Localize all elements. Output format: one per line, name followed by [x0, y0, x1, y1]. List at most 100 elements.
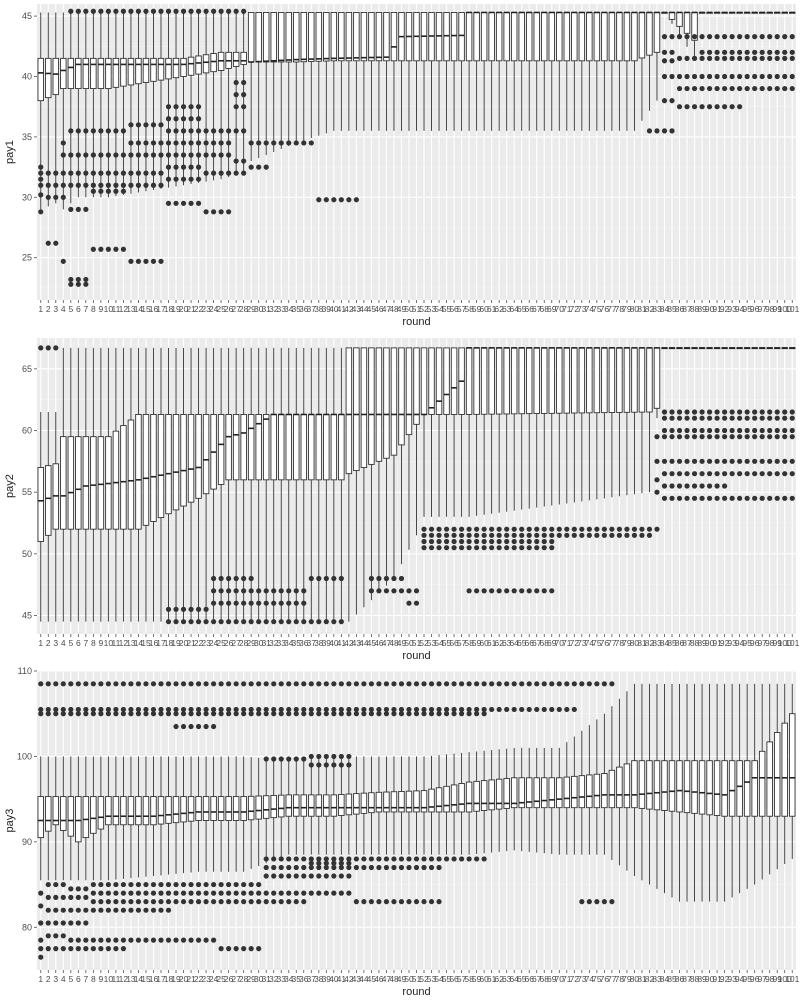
outlier-point — [406, 711, 412, 717]
outlier-point — [714, 34, 720, 40]
outlier-point — [684, 34, 690, 40]
outlier-point — [233, 706, 239, 713]
outlier-point — [391, 711, 397, 717]
outlier-point — [226, 575, 232, 582]
outlier-point — [782, 409, 788, 415]
outlier-point — [556, 681, 562, 687]
box-iqr — [285, 414, 292, 481]
outlier-point — [406, 856, 412, 862]
box-round-74 — [586, 11, 593, 131]
box-round-20 — [180, 681, 187, 943]
y-tick-label: 100 — [17, 751, 32, 761]
box-round-94 — [736, 11, 743, 110]
outlier-point — [331, 753, 337, 760]
y-tick-label: 45 — [22, 611, 32, 621]
outlier-point — [286, 756, 292, 762]
outlier-point — [353, 197, 359, 203]
box-iqr — [571, 347, 578, 414]
box-iqr — [390, 347, 398, 456]
box-round-20 — [180, 347, 187, 625]
outlier-point — [241, 706, 247, 713]
box-round-48 — [390, 347, 398, 594]
outlier-point — [188, 619, 194, 625]
x-tick-label: 87 — [682, 304, 692, 314]
box-round-69 — [548, 681, 555, 854]
outlier-point — [75, 937, 81, 943]
box-iqr — [150, 796, 157, 826]
outlier-point — [75, 706, 81, 713]
box-round-65 — [518, 11, 525, 131]
box-round-9 — [97, 681, 105, 952]
outlier-point — [691, 55, 698, 61]
outlier-point — [105, 711, 111, 717]
outlier-point — [684, 471, 690, 477]
box-round-11 — [112, 8, 120, 252]
box-round-18 — [165, 347, 172, 625]
x-tick-label: 18 — [164, 304, 174, 314]
outlier-point — [210, 890, 217, 896]
box-iqr — [112, 430, 120, 530]
x-tick-label: 25 — [216, 638, 226, 648]
outlier-point — [767, 409, 773, 415]
box-iqr — [383, 12, 390, 62]
x-tick-label: 22 — [194, 304, 204, 314]
outlier-point — [90, 890, 96, 896]
box-round-90 — [706, 683, 713, 902]
outlier-point — [706, 49, 713, 55]
outlier-point — [293, 856, 299, 862]
outlier-point — [316, 864, 322, 871]
box-iqr — [90, 57, 97, 90]
box-round-38 — [315, 681, 323, 896]
outlier-point — [428, 706, 435, 713]
box-round-11 — [112, 347, 120, 622]
box-iqr — [240, 51, 247, 65]
outlier-point — [195, 176, 202, 182]
outlier-point — [165, 937, 172, 943]
outlier-point — [368, 575, 375, 582]
outlier-point — [263, 856, 269, 862]
box-iqr — [157, 414, 165, 519]
x-tick-label: 89 — [697, 974, 707, 984]
box-iqr — [593, 347, 601, 414]
outlier-point — [609, 526, 615, 532]
x-tick-label: 59 — [472, 638, 482, 648]
outlier-point — [83, 920, 89, 926]
box-round-63 — [503, 11, 510, 131]
outlier-point — [669, 409, 675, 415]
outlier-point — [90, 907, 96, 913]
outlier-point — [346, 873, 352, 879]
box-iqr — [683, 12, 691, 34]
outlier-point — [165, 899, 172, 905]
box-iqr — [646, 347, 653, 413]
box-round-36 — [300, 347, 308, 625]
box-round-3 — [52, 681, 60, 952]
outlier-point — [135, 937, 142, 943]
outlier-point — [391, 706, 397, 713]
outlier-point — [714, 415, 720, 421]
outlier-point — [669, 128, 675, 134]
box-round-22 — [195, 8, 202, 206]
outlier-point — [451, 706, 457, 713]
outlier-point — [654, 128, 660, 134]
y-tick-label: 65 — [22, 364, 32, 374]
outlier-point — [293, 756, 299, 762]
box-round-19 — [172, 681, 180, 943]
outlier-point — [714, 427, 720, 434]
box-iqr — [616, 12, 623, 62]
x-tick-label: 27 — [231, 304, 241, 314]
outlier-point — [428, 545, 435, 551]
outlier-point — [398, 681, 405, 687]
outlier-point — [767, 55, 773, 61]
outlier-point — [143, 890, 149, 896]
outlier-point — [331, 762, 337, 768]
outlier-point — [413, 856, 420, 862]
box-iqr — [398, 791, 405, 813]
box-round-51 — [413, 681, 420, 905]
outlier-point — [729, 55, 735, 61]
outlier-point — [481, 538, 487, 545]
box-round-74 — [586, 681, 593, 905]
outlier-point — [676, 55, 683, 61]
x-tick-label: 88 — [690, 304, 700, 314]
x-tick-label: 51 — [412, 974, 422, 984]
outlier-point — [782, 495, 788, 501]
